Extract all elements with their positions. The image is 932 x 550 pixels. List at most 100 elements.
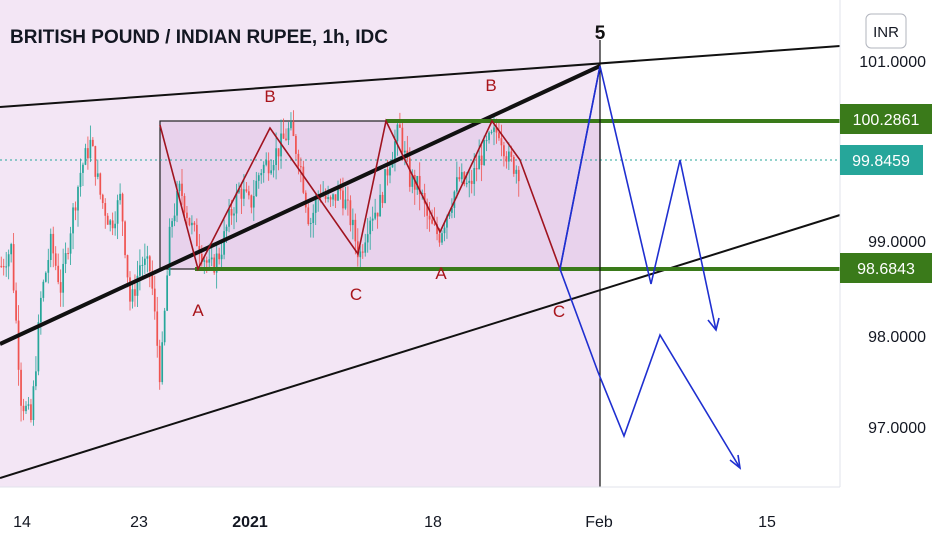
- candle-body: [257, 175, 260, 181]
- candle-body: [498, 132, 500, 139]
- candle-body: [465, 182, 468, 185]
- candle-body: [116, 200, 119, 224]
- candle-body: [510, 151, 513, 157]
- candle-body: [247, 191, 250, 196]
- wave-label-a2: A: [435, 264, 447, 283]
- candle-body: [233, 213, 235, 216]
- candle-body: [347, 199, 349, 201]
- lower-trend-line: [0, 214, 841, 479]
- candle-body: [15, 290, 17, 321]
- candle-body: [228, 209, 230, 227]
- candle-body: [243, 189, 245, 199]
- candle-body: [334, 194, 337, 201]
- price-tag-last-label: 99.8459: [852, 153, 910, 170]
- candle-body: [101, 194, 104, 204]
- candle-body: [351, 219, 354, 226]
- candle-body: [460, 172, 463, 180]
- candle-body: [275, 148, 277, 166]
- candle-body: [451, 207, 453, 213]
- candle-body: [470, 180, 473, 184]
- candle-body: [163, 310, 166, 343]
- wave-label-b2: B: [485, 76, 496, 95]
- candle-body: [218, 253, 221, 260]
- candle-body: [230, 209, 233, 216]
- candle-body: [124, 221, 126, 256]
- candle-body: [475, 168, 478, 170]
- candle-body: [44, 272, 47, 282]
- candle-body: [270, 170, 273, 174]
- candle-body: [255, 180, 258, 197]
- candle-body: [480, 155, 483, 165]
- candle-body: [381, 194, 384, 203]
- candle-body: [67, 253, 69, 255]
- projection-arrowhead-down: [729, 454, 742, 470]
- candle-body: [441, 233, 443, 243]
- candle-body: [285, 138, 287, 141]
- currency-button[interactable]: INR: [865, 13, 907, 49]
- candle-body: [161, 342, 164, 383]
- candle-body: [203, 260, 206, 262]
- candle-body: [443, 227, 446, 234]
- candle-body: [436, 224, 438, 235]
- candle-body: [188, 217, 191, 226]
- candle-body: [384, 169, 386, 203]
- candle-body: [146, 256, 149, 259]
- candle-body: [485, 140, 488, 142]
- candle-body: [411, 174, 414, 187]
- candle-body: [0, 265, 3, 267]
- candle-body: [158, 345, 161, 383]
- price-tag-last: 99.8459: [840, 145, 923, 175]
- candle-body: [399, 124, 401, 128]
- candle-body: [302, 166, 305, 193]
- candle-body: [401, 127, 404, 153]
- candle-body: [5, 266, 8, 268]
- candle-body: [139, 265, 141, 276]
- candle-body: [20, 369, 22, 406]
- candle-body: [272, 165, 275, 171]
- time-axis[interactable]: [0, 487, 932, 550]
- y-tick-99: 99.0000: [868, 234, 926, 251]
- candle-body: [168, 226, 171, 276]
- candle-body: [426, 203, 429, 216]
- candle-body: [208, 259, 211, 263]
- candle-body: [166, 275, 169, 311]
- candle-body: [413, 174, 416, 190]
- candle-body: [361, 251, 364, 253]
- y-tick-98: 98.0000: [868, 329, 926, 346]
- price-axis[interactable]: [840, 0, 932, 487]
- candle-body: [176, 191, 178, 216]
- candle-body: [463, 172, 466, 185]
- wave-label-b1: B: [264, 87, 275, 106]
- candle-body: [87, 148, 89, 159]
- candle-body: [129, 277, 131, 302]
- candle-body: [307, 207, 310, 225]
- candle-body: [54, 253, 57, 266]
- candle-body: [37, 322, 40, 372]
- candle-body: [483, 140, 485, 165]
- candle-body: [225, 226, 228, 232]
- candle-body: [364, 242, 367, 253]
- candle-body: [277, 148, 280, 157]
- candle-body: [431, 219, 433, 224]
- candle-body: [220, 254, 223, 260]
- candle-body: [238, 188, 240, 193]
- candle-body: [72, 207, 74, 234]
- candle-body: [59, 282, 62, 293]
- upper-trend-line: [0, 45, 841, 108]
- candle-body: [22, 405, 25, 412]
- candle-body: [141, 264, 144, 266]
- candle-body: [191, 222, 193, 226]
- candle-body: [374, 212, 377, 219]
- candle-body: [205, 260, 208, 263]
- candle-body: [359, 251, 362, 258]
- candle-body: [235, 192, 238, 214]
- candle-body: [403, 150, 406, 153]
- candle-body: [495, 127, 498, 133]
- candle-body: [136, 275, 139, 296]
- candle-body: [376, 212, 379, 217]
- candle-body: [295, 135, 297, 154]
- candle-body: [418, 175, 421, 195]
- candle-body: [52, 233, 55, 254]
- candle-body: [433, 223, 436, 225]
